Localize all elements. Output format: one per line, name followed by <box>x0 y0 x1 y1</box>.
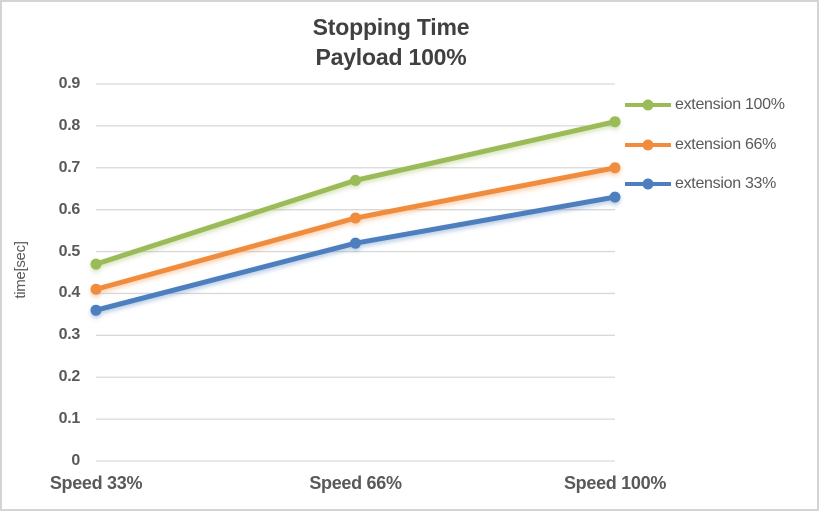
y-tick-label: 0.6 <box>58 200 81 218</box>
series-extension-66 <box>90 162 621 295</box>
x-category-label: Speed 33% <box>49 473 143 493</box>
data-point-marker <box>90 283 102 295</box>
data-point-marker <box>90 258 102 270</box>
x-category-label: Speed 66% <box>309 473 402 493</box>
series-extension-33 <box>90 191 621 316</box>
y-tick-label: 0.2 <box>58 368 81 386</box>
chart-subtitle: Payload 100% <box>315 44 467 70</box>
chart-title: Stopping Time <box>312 14 470 40</box>
series-extension-100 <box>90 116 621 270</box>
legend-label: extension 66% <box>675 135 777 153</box>
data-point-marker <box>350 212 361 224</box>
legend-item-extension-100: extension 100% <box>624 94 785 116</box>
y-tick-label: 0.9 <box>58 75 81 92</box>
y-tick-label: 0.1 <box>58 410 81 428</box>
legend-marker-icon <box>625 99 671 111</box>
y-tick-label: 0.5 <box>58 242 81 260</box>
legend-label: extension 100% <box>675 96 785 113</box>
y-tick-label: 0.8 <box>58 116 81 134</box>
chart-title-block: Stopping Time Payload 100% <box>96 12 686 72</box>
data-point-marker <box>609 191 621 203</box>
y-tick-label: 0.4 <box>58 284 81 302</box>
legend-marker-icon <box>625 178 671 190</box>
legend-item-extension-66: extension 66% <box>624 134 776 156</box>
y-tick-label: 0 <box>71 452 80 469</box>
y-tick-label: 0.3 <box>58 326 81 344</box>
series-line <box>93 165 618 292</box>
data-point-marker <box>609 162 621 174</box>
data-point-marker <box>90 304 102 316</box>
x-category-label: Speed 100% <box>563 473 667 493</box>
data-point-marker <box>350 237 361 249</box>
data-point-marker <box>350 174 361 186</box>
legend-item-extension-33: extension 33% <box>624 173 776 195</box>
data-point-marker <box>609 116 621 128</box>
legend-marker-icon <box>625 139 671 150</box>
legend-label: extension 33% <box>675 175 777 192</box>
y-tick-label: 0.7 <box>58 158 81 176</box>
